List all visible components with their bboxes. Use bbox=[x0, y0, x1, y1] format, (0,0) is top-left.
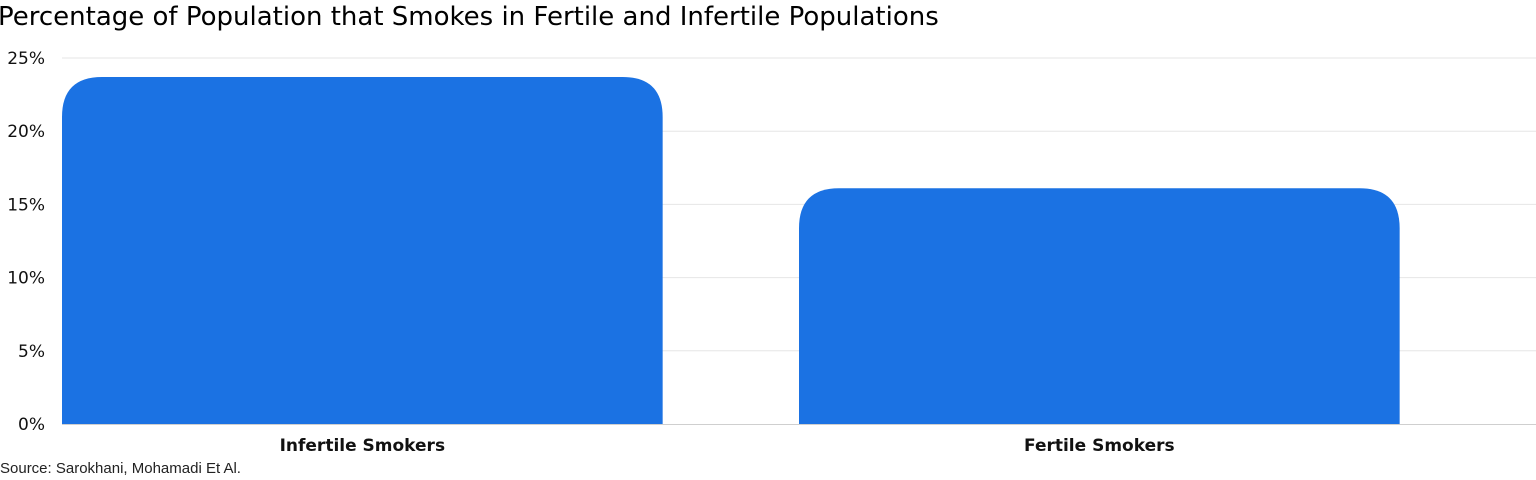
x-category-label: Infertile Smokers bbox=[280, 436, 445, 456]
chart-source-note: Source: Sarokhani, Mohamadi Et Al. bbox=[0, 460, 241, 477]
bars bbox=[62, 77, 1400, 425]
chart-title: Percentage of Population that Smokes in … bbox=[0, 2, 939, 32]
y-tick-label: 0% bbox=[18, 415, 45, 435]
x-category-label: Fertile Smokers bbox=[1024, 436, 1175, 456]
y-tick-label: 25% bbox=[7, 49, 45, 69]
y-tick-label: 5% bbox=[18, 342, 45, 362]
y-tick-label: 20% bbox=[7, 122, 45, 142]
x-axis-category-labels: Infertile Smokers Fertile Smokers bbox=[280, 436, 1175, 456]
y-tick-label: 10% bbox=[7, 269, 45, 289]
y-axis-tick-labels: 0% 5% 10% 15% 20% 25% bbox=[7, 49, 45, 435]
y-tick-label: 15% bbox=[7, 195, 45, 215]
bar-fertile-smokers bbox=[799, 188, 1400, 424]
bar-infertile-smokers bbox=[62, 77, 663, 425]
